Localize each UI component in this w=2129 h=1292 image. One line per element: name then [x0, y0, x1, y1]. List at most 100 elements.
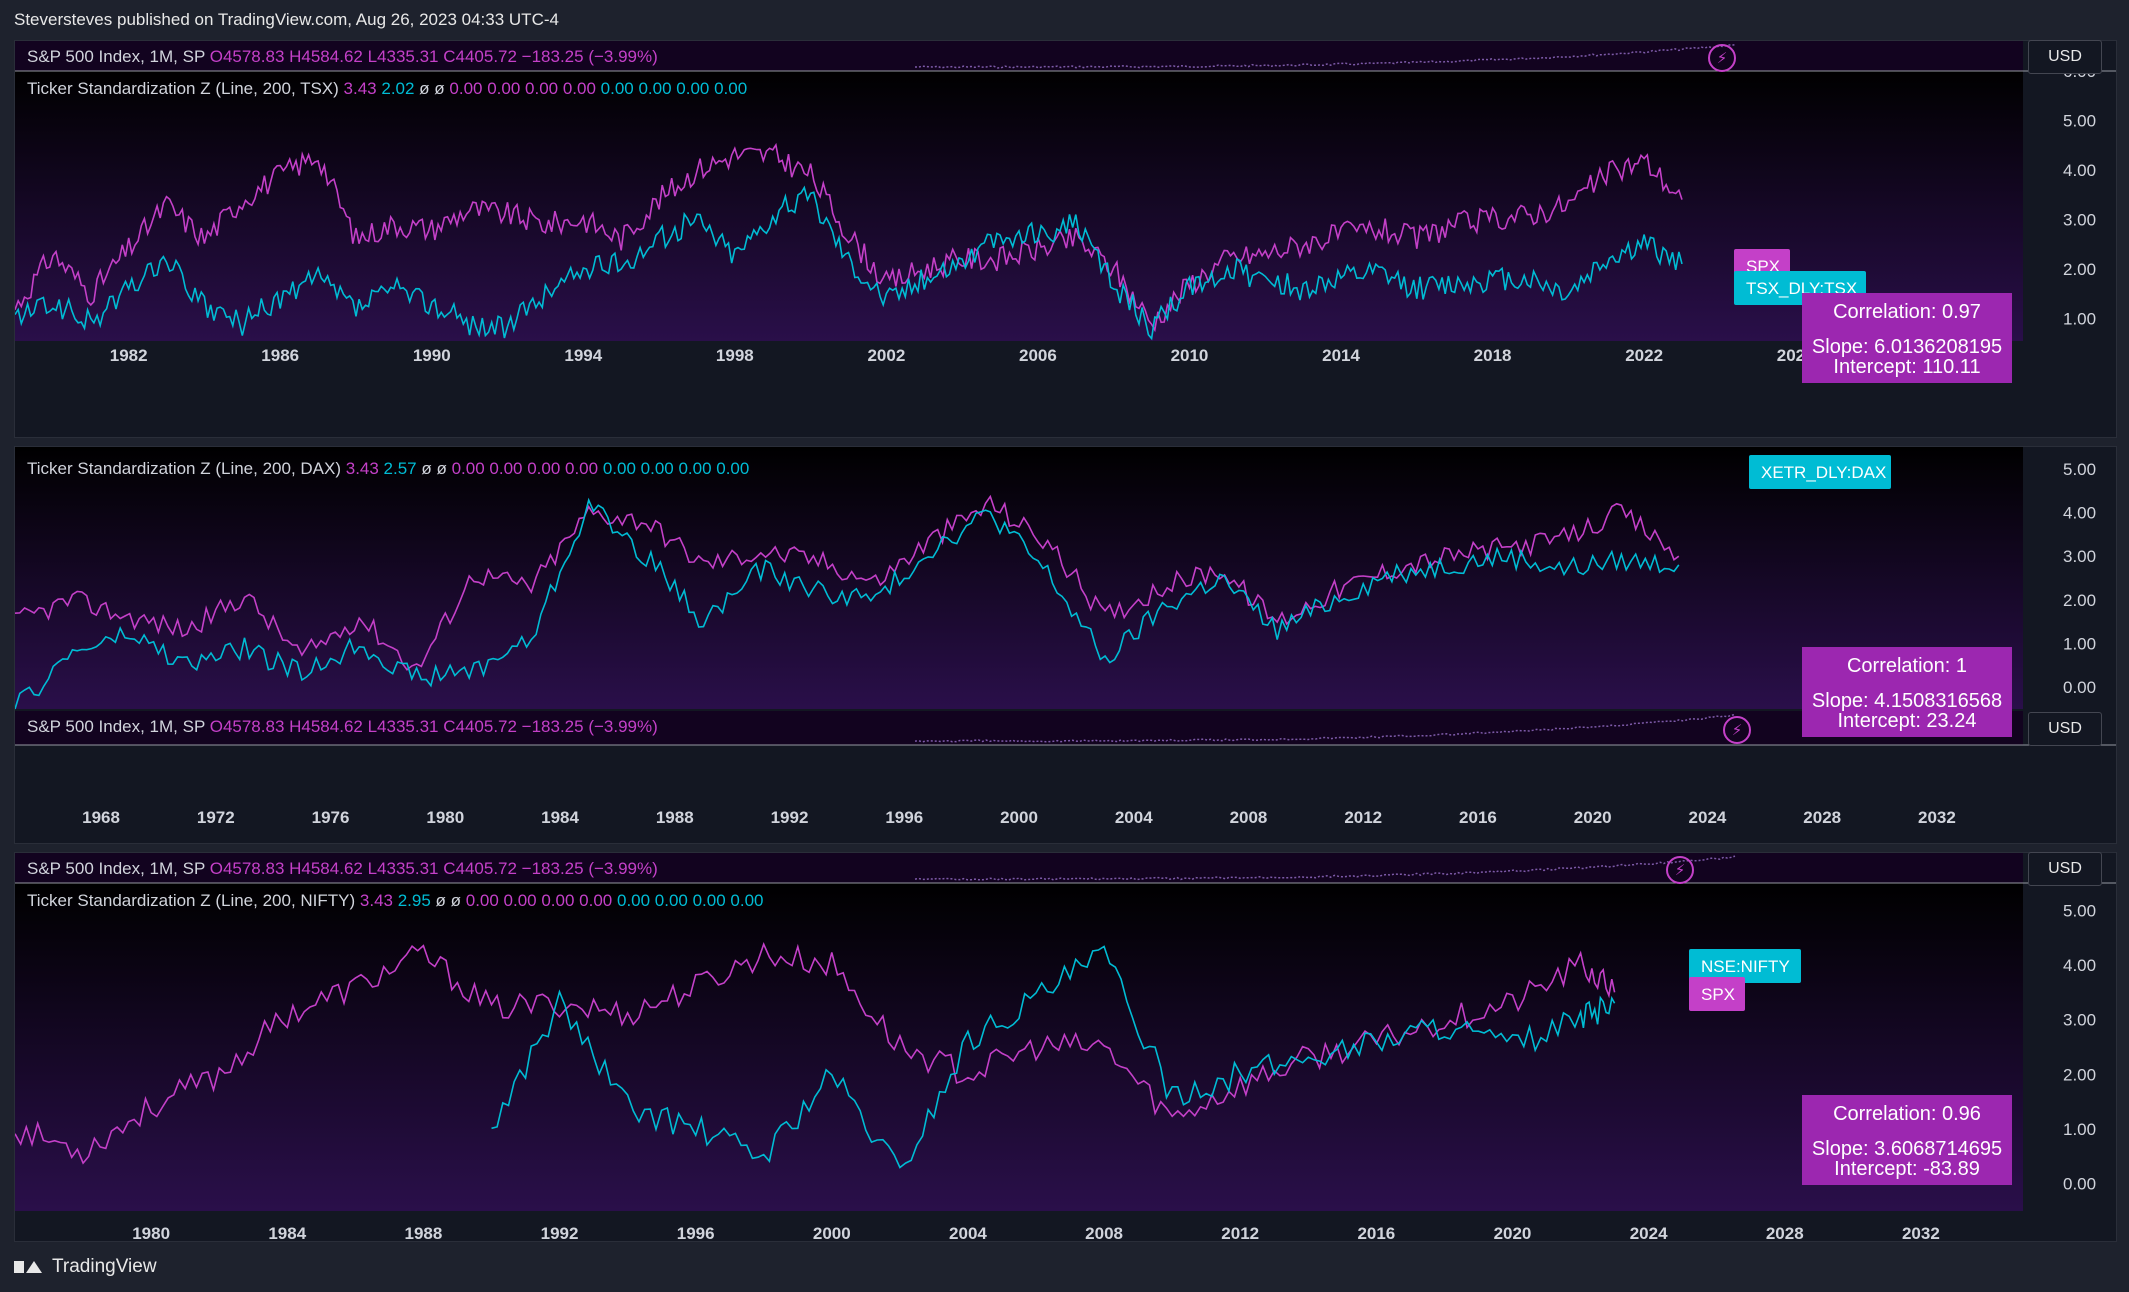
footer-brand: TradingView	[52, 1256, 157, 1277]
time-axis-label: 2022	[1625, 346, 1663, 365]
time-axis-label: 2008	[1230, 808, 1268, 827]
price-axis-label: 2.00	[2063, 1065, 2096, 1084]
time-axis-bg-nifty	[15, 1219, 2023, 1241]
close-value: C4405.72	[443, 717, 522, 736]
price-axis-label: 1.00	[2063, 309, 2096, 328]
price-axis-label: 1.00	[2063, 635, 2096, 654]
indicator-zeros-cyan: 0.00 0.00 0.00 0.00	[600, 79, 748, 98]
mini-price-line-nifty	[914, 855, 1736, 881]
tag-label: SPX	[1701, 985, 1735, 1004]
lightning-icon-dax	[1723, 716, 1751, 744]
time-axis-label: 2012	[1221, 1224, 1259, 1241]
indicator-zeros-magenta: 0.00 0.00 0.00 0.00	[465, 891, 617, 910]
time-axis-label: 2028	[1766, 1224, 1804, 1241]
close-value: C4405.72	[443, 47, 522, 66]
time-axis-label: 2016	[1459, 808, 1497, 827]
stats-box-nifty: Correlation: 0.96 Slope: 3.6068714695Inte…	[1802, 1095, 2012, 1185]
lightning-icon-tsx	[1708, 44, 1736, 72]
time-axis-label: 2032	[1918, 808, 1956, 827]
price-axis-label: 4.00	[2063, 956, 2096, 975]
mini-price-line-tsx	[914, 44, 1736, 69]
low-value: L4335.31	[367, 47, 444, 66]
high-value: H4584.62	[289, 47, 368, 66]
panel-svg-dax: ⚡ 5.00 4.00 3.00 2.00 1.00 0.00 1968 1972 1976 198…	[15, 447, 2116, 831]
time-axis-label: 1998	[716, 346, 754, 365]
intercept-label: Intercept: -83.89	[1834, 1158, 1980, 1180]
series-tag-spx: SPX	[1689, 977, 1745, 1011]
time-axis-label: 1988	[404, 1224, 442, 1241]
series-tag-xetr-dly-dax: XETR_DLY:DAX	[1749, 455, 1891, 489]
change-value: −183.25 (−3.99%)	[521, 717, 658, 736]
tradingview-logo-icon	[14, 1259, 44, 1275]
high-value: H4584.62	[289, 717, 368, 736]
time-axis-label: 2004	[1115, 808, 1153, 827]
currency-button-nifty[interactable]: USD	[2028, 852, 2102, 886]
time-axis-label: 2008	[1085, 1224, 1123, 1241]
time-axis-label: 1972	[197, 808, 235, 827]
low-value: L4335.31	[367, 859, 444, 878]
stats-box-tsx: Correlation: 0.97 Slope: 6.0136208195Inte…	[1802, 293, 2012, 383]
currency-button-tsx[interactable]: USD	[2028, 40, 2102, 74]
indicator-value-spx: 3.43	[345, 459, 384, 478]
time-axis-label: 2016	[1357, 1224, 1395, 1241]
main-legend-tsx[interactable]: S&P 500 Index, 1M, SP O4578.83 H4584.62 …	[27, 47, 658, 67]
price-axis-label: 5.00	[2063, 460, 2096, 479]
tag-label: XETR_DLY:DAX	[1761, 463, 1886, 482]
price-axis-label: 5.00	[2063, 901, 2096, 920]
indicator-phi: ø ø	[435, 891, 466, 910]
indicator-legend-nifty[interactable]: Ticker Standardization Z (Line, 200, NIF…	[27, 891, 764, 911]
price-axis-label: 3.00	[2063, 547, 2096, 566]
indicator-phi: ø ø	[421, 459, 452, 478]
indicator-name: Ticker Standardization Z (Line, 200, TSX…	[27, 79, 344, 98]
time-axis-label: 2010	[1171, 346, 1209, 365]
time-axis-label: 1994	[564, 346, 602, 365]
chart-panel-dax[interactable]: ⚡ 5.00 4.00 3.00 2.00 1.00 0.00 1968 1972 1976 198…	[14, 446, 2117, 844]
time-axis-label: 2002	[867, 346, 905, 365]
time-axis-label: 1992	[541, 1224, 579, 1241]
series-line-tsx-dly-tsx	[15, 185, 1683, 341]
indicator-legend-dax[interactable]: Ticker Standardization Z (Line, 200, DAX…	[27, 459, 749, 479]
indicator-value-other: 2.57	[383, 459, 422, 478]
low-value: L4335.31	[367, 717, 444, 736]
correlation-label: Correlation: 0.96	[1833, 1103, 1981, 1125]
tag-background	[1689, 949, 1801, 983]
chart-panel-nifty[interactable]: ⚡ 5.00 4.00 3.00 2.00 1.00 0.00 1980 1984 1988 199…	[14, 852, 2117, 1242]
indicator-value-spx: 3.43	[343, 79, 382, 98]
price-axis-label: 3.00	[2063, 210, 2096, 229]
time-axis-bg-tsx	[15, 341, 2023, 369]
time-axis-label: 1968	[82, 808, 120, 827]
time-axis-label: 2004	[949, 1224, 987, 1241]
price-axis-label: 3.00	[2063, 1011, 2096, 1030]
open-value: O4578.83	[209, 859, 290, 878]
slope-label: Slope: 4.1508316568	[1812, 690, 2002, 712]
plot-background-tsx	[15, 71, 2023, 343]
time-axis-label: 1984	[268, 1224, 306, 1241]
time-axis-label: 1992	[771, 808, 809, 827]
panel-svg-tsx: ⚡6.005.004.003.002.001.00198219861990199…	[15, 41, 2116, 383]
main-legend-dax[interactable]: S&P 500 Index, 1M, SP O4578.83 H4584.62 …	[27, 717, 658, 737]
main-legend-nifty[interactable]: S&P 500 Index, 1M, SP O4578.83 H4584.62 …	[27, 859, 658, 879]
plot-background-nifty	[15, 883, 2023, 1211]
plot-background-dax	[15, 447, 2023, 709]
mini-strip-tsx	[15, 41, 2023, 71]
time-axis-label: 2012	[1344, 808, 1382, 827]
publisher-header: Steversteves published on TradingView.co…	[14, 10, 559, 29]
intercept-label: Intercept: 23.24	[1838, 710, 1977, 732]
time-axis-label: 1982	[110, 346, 148, 365]
high-value: H4584.62	[289, 859, 368, 878]
time-axis-label: 2020	[1574, 808, 1612, 827]
indicator-name: Ticker Standardization Z (Line, 200, DAX…	[27, 459, 346, 478]
panel-svg-nifty: ⚡ 5.00 4.00 3.00 2.00 1.00 0.00 1980 1984 1988 199…	[15, 853, 2116, 1241]
tag-label: NSE:NIFTY	[1701, 957, 1790, 976]
currency-button-dax[interactable]: USD	[2028, 712, 2102, 746]
indicator-zeros-cyan: 0.00 0.00 0.00 0.00	[616, 891, 764, 910]
indicator-legend-tsx[interactable]: Ticker Standardization Z (Line, 200, TSX…	[27, 79, 747, 99]
indicator-value-spx: 3.43	[359, 891, 398, 910]
indicator-zeros-magenta: 0.00 0.00 0.00 0.00	[451, 459, 603, 478]
price-axis-label: 4.00	[2063, 504, 2096, 523]
lightning-glyph-tsx: ⚡	[1717, 49, 1728, 67]
price-axis-label: 2.00	[2063, 260, 2096, 279]
series-line-spx	[15, 942, 1616, 1165]
mini-strip-dax	[15, 711, 2023, 745]
chart-panel-tsx[interactable]: ⚡6.005.004.003.002.001.00198219861990199…	[14, 40, 2117, 438]
